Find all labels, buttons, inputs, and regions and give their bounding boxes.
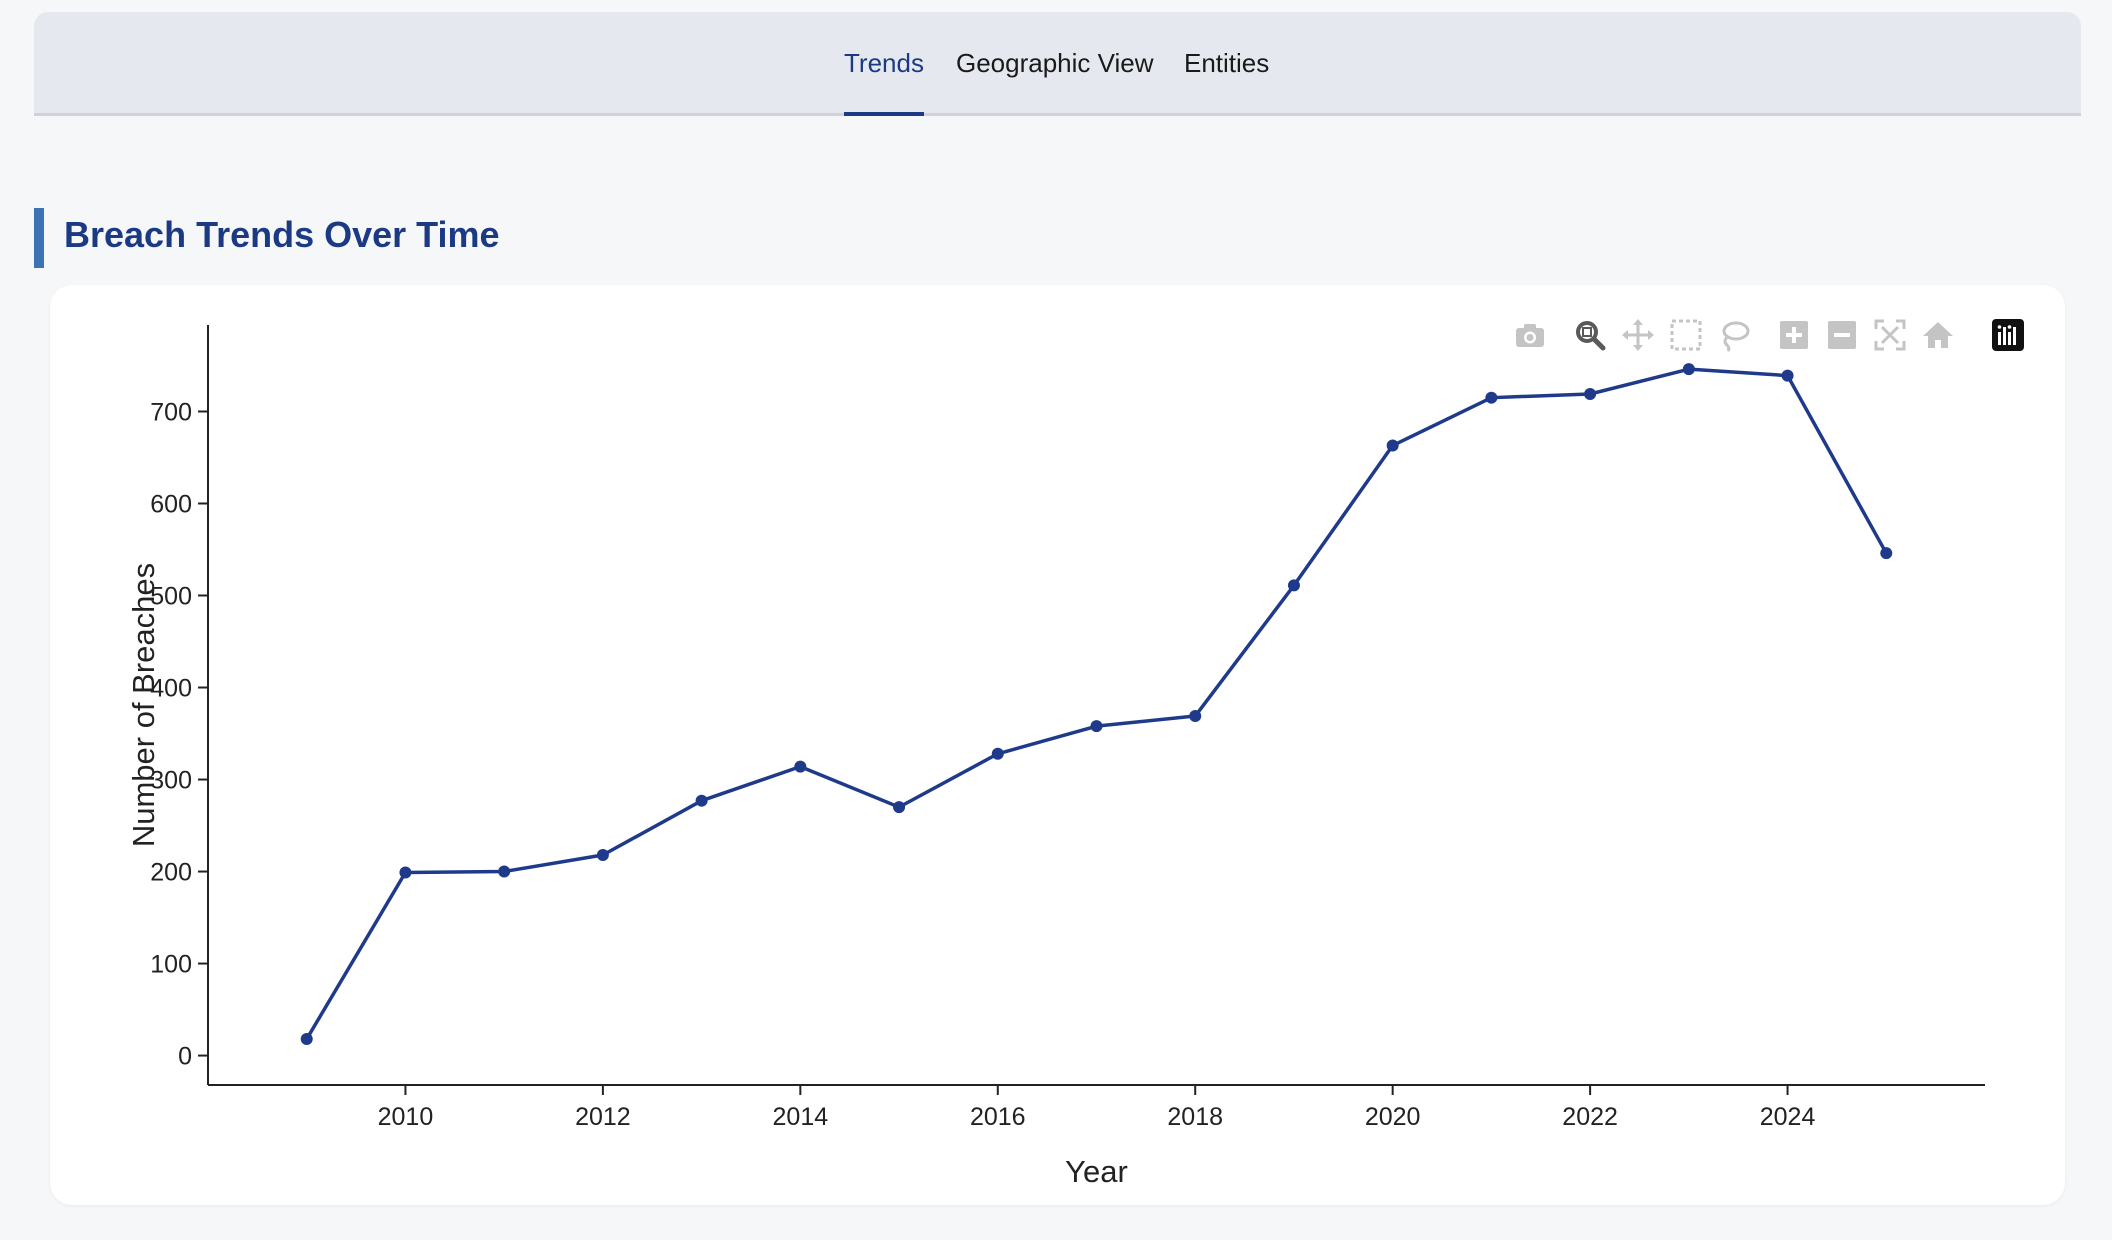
series-line [305, 367, 1888, 1040]
section-title: Breach Trends Over Time [64, 214, 500, 255]
y-tick-label: 700 [150, 398, 192, 426]
x-tick-label: 2020 [1365, 1103, 1421, 1131]
autoscale-icon[interactable] [1870, 315, 1910, 355]
y-tick-label: 400 [150, 675, 192, 703]
data-point [1090, 720, 1103, 733]
y-axis-title: Number of Breaches [126, 563, 161, 847]
data-point [695, 794, 708, 807]
data-point [991, 747, 1004, 760]
zoom-out-icon[interactable] [1822, 315, 1862, 355]
data-point [1781, 369, 1794, 382]
section-accent-bar [34, 208, 44, 268]
y-tick-label: 200 [150, 859, 192, 887]
x-axis-title: Year [1065, 1154, 1128, 1189]
zoom-icon[interactable] [1570, 315, 1610, 355]
lasso-select-icon[interactable] [1714, 315, 1754, 355]
camera-icon[interactable] [1510, 315, 1550, 355]
plotly-logo-icon[interactable] [1988, 315, 2028, 355]
data-point [1386, 439, 1399, 452]
tab-trends[interactable]: Trends [844, 48, 924, 78]
tab-geographic-view[interactable]: Geographic View [956, 48, 1154, 78]
data-point [794, 760, 807, 773]
x-tick-label: 2018 [1167, 1103, 1223, 1131]
data-point [893, 801, 906, 814]
data-point [300, 1032, 313, 1045]
data-point [1189, 710, 1202, 723]
reset-axes-icon[interactable] [1918, 315, 1958, 355]
tab-bar: Trends Geographic View Entities [34, 12, 2081, 116]
y-tick-label: 600 [150, 490, 192, 518]
x-tick-label: 2014 [773, 1103, 829, 1131]
data-point [1584, 388, 1597, 401]
x-tick-label: 2010 [378, 1103, 434, 1131]
data-point [1485, 391, 1498, 404]
active-tab-indicator [844, 112, 924, 116]
data-point [1880, 547, 1893, 560]
y-tick-label: 0 [178, 1043, 192, 1071]
x-tick-label: 2016 [970, 1103, 1026, 1131]
tab-entities[interactable]: Entities [1184, 48, 1270, 78]
x-tick-label: 2024 [1760, 1103, 1816, 1131]
data-point [596, 848, 609, 861]
y-tick-label: 500 [150, 583, 192, 611]
y-tick-label: 300 [150, 767, 192, 795]
zoom-in-icon[interactable] [1774, 315, 1814, 355]
box-select-icon[interactable] [1666, 315, 1706, 355]
chart-card: 0 100 200 300 400 500 600 700 2010 2012 2014 2016 20… [50, 285, 2065, 1205]
pan-icon[interactable] [1618, 315, 1658, 355]
y-tick-label: 100 [150, 951, 192, 979]
data-point [498, 865, 511, 878]
data-point [399, 866, 412, 879]
x-tick-label: 2022 [1562, 1103, 1618, 1131]
data-point [1682, 363, 1695, 376]
data-point [1287, 579, 1300, 592]
x-tick-label: 2012 [575, 1103, 631, 1131]
line-chart[interactable]: 0 100 200 300 400 500 600 700 2010 2012 2014 2016 20… [50, 285, 2065, 1205]
chart-modebar [1510, 315, 2050, 355]
